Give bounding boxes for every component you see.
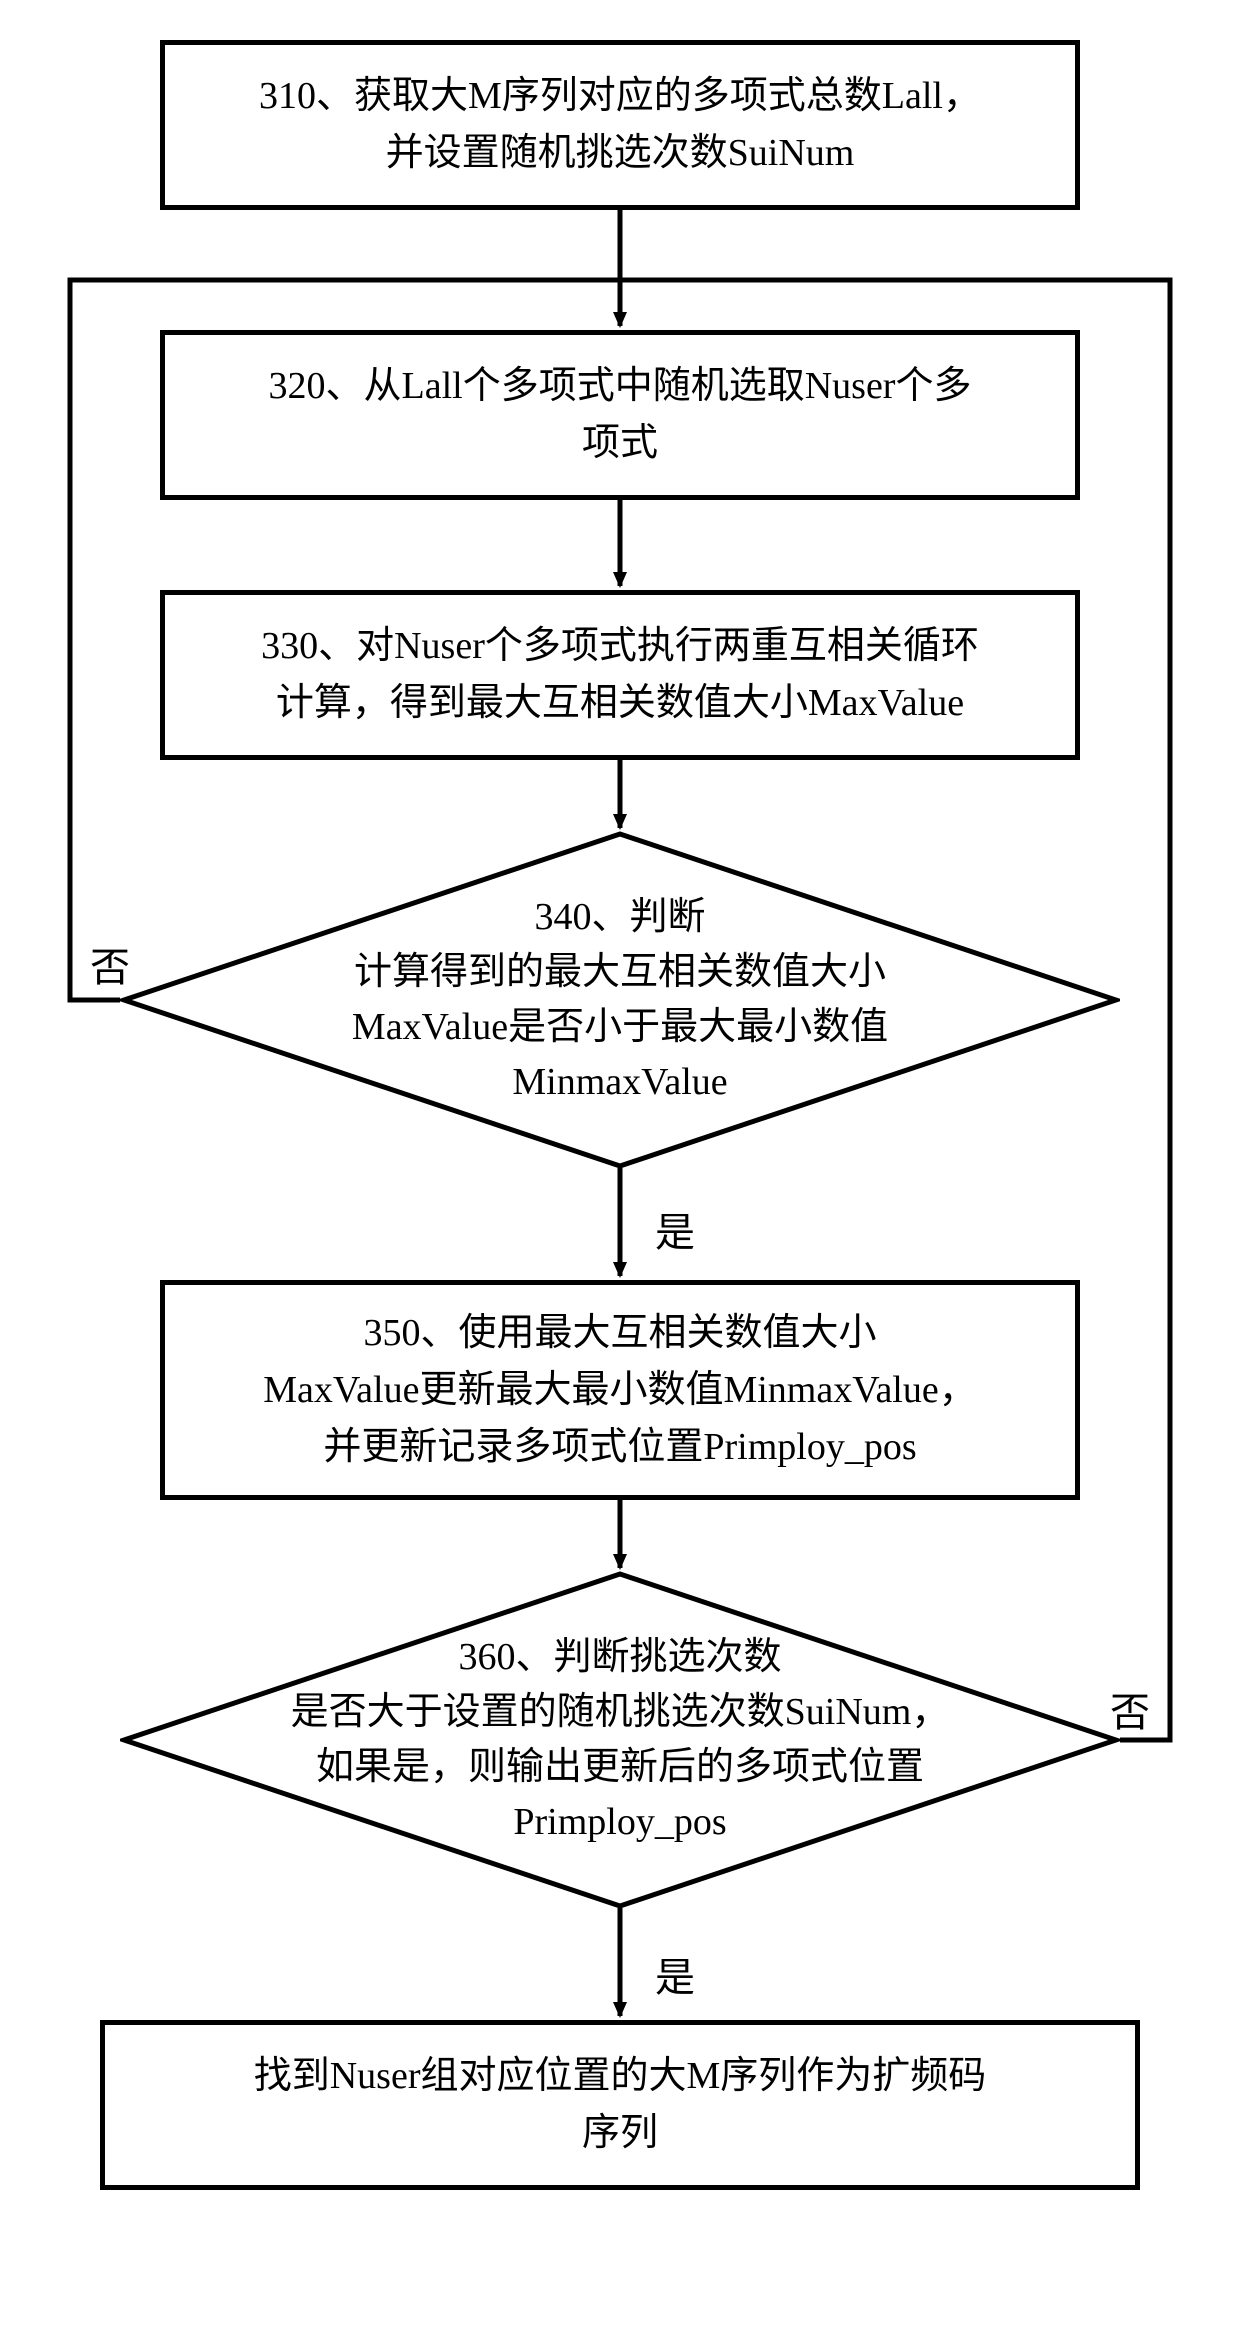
label-360-yes: 是 [655,1945,695,2003]
node-330: 330、对Nuser个多项式执行两重互相关循环计算，得到最大互相关数值大小Max… [160,590,1080,760]
node-end: 找到Nuser组对应位置的大M序列作为扩频码序列 [100,2020,1140,2190]
node-320-text: 320、从Lall个多项式中随机选取Nuser个多项式 [269,358,972,472]
label-340-yes: 是 [655,1200,695,1258]
node-350: 350、使用最大互相关数值大小MaxValue更新最大最小数值MinmaxVal… [160,1280,1080,1500]
node-350-text: 350、使用最大互相关数值大小MaxValue更新最大最小数值MinmaxVal… [263,1305,976,1476]
node-end-text: 找到Nuser组对应位置的大M序列作为扩频码序列 [254,2048,987,2162]
node-360-text: 360、判断挑选次数是否大于设置的随机挑选次数SuiNum，如果是，则输出更新后… [291,1630,950,1850]
label-360-no: 否 [1110,1680,1150,1738]
node-360: 360、判断挑选次数是否大于设置的随机挑选次数SuiNum，如果是，则输出更新后… [120,1570,1120,1910]
node-320: 320、从Lall个多项式中随机选取Nuser个多项式 [160,330,1080,500]
node-330-text: 330、对Nuser个多项式执行两重互相关循环计算，得到最大互相关数值大小Max… [261,618,979,732]
node-340-text: 340、判断计算得到的最大互相关数值大小MaxValue是否小于最大最小数值Mi… [352,890,888,1110]
label-340-no: 否 [90,935,130,993]
node-310-text: 310、获取大M序列对应的多项式总数Lall，并设置随机挑选次数SuiNum [259,68,981,182]
node-310: 310、获取大M序列对应的多项式总数Lall，并设置随机挑选次数SuiNum [160,40,1080,210]
node-340: 340、判断计算得到的最大互相关数值大小MaxValue是否小于最大最小数值Mi… [120,830,1120,1170]
